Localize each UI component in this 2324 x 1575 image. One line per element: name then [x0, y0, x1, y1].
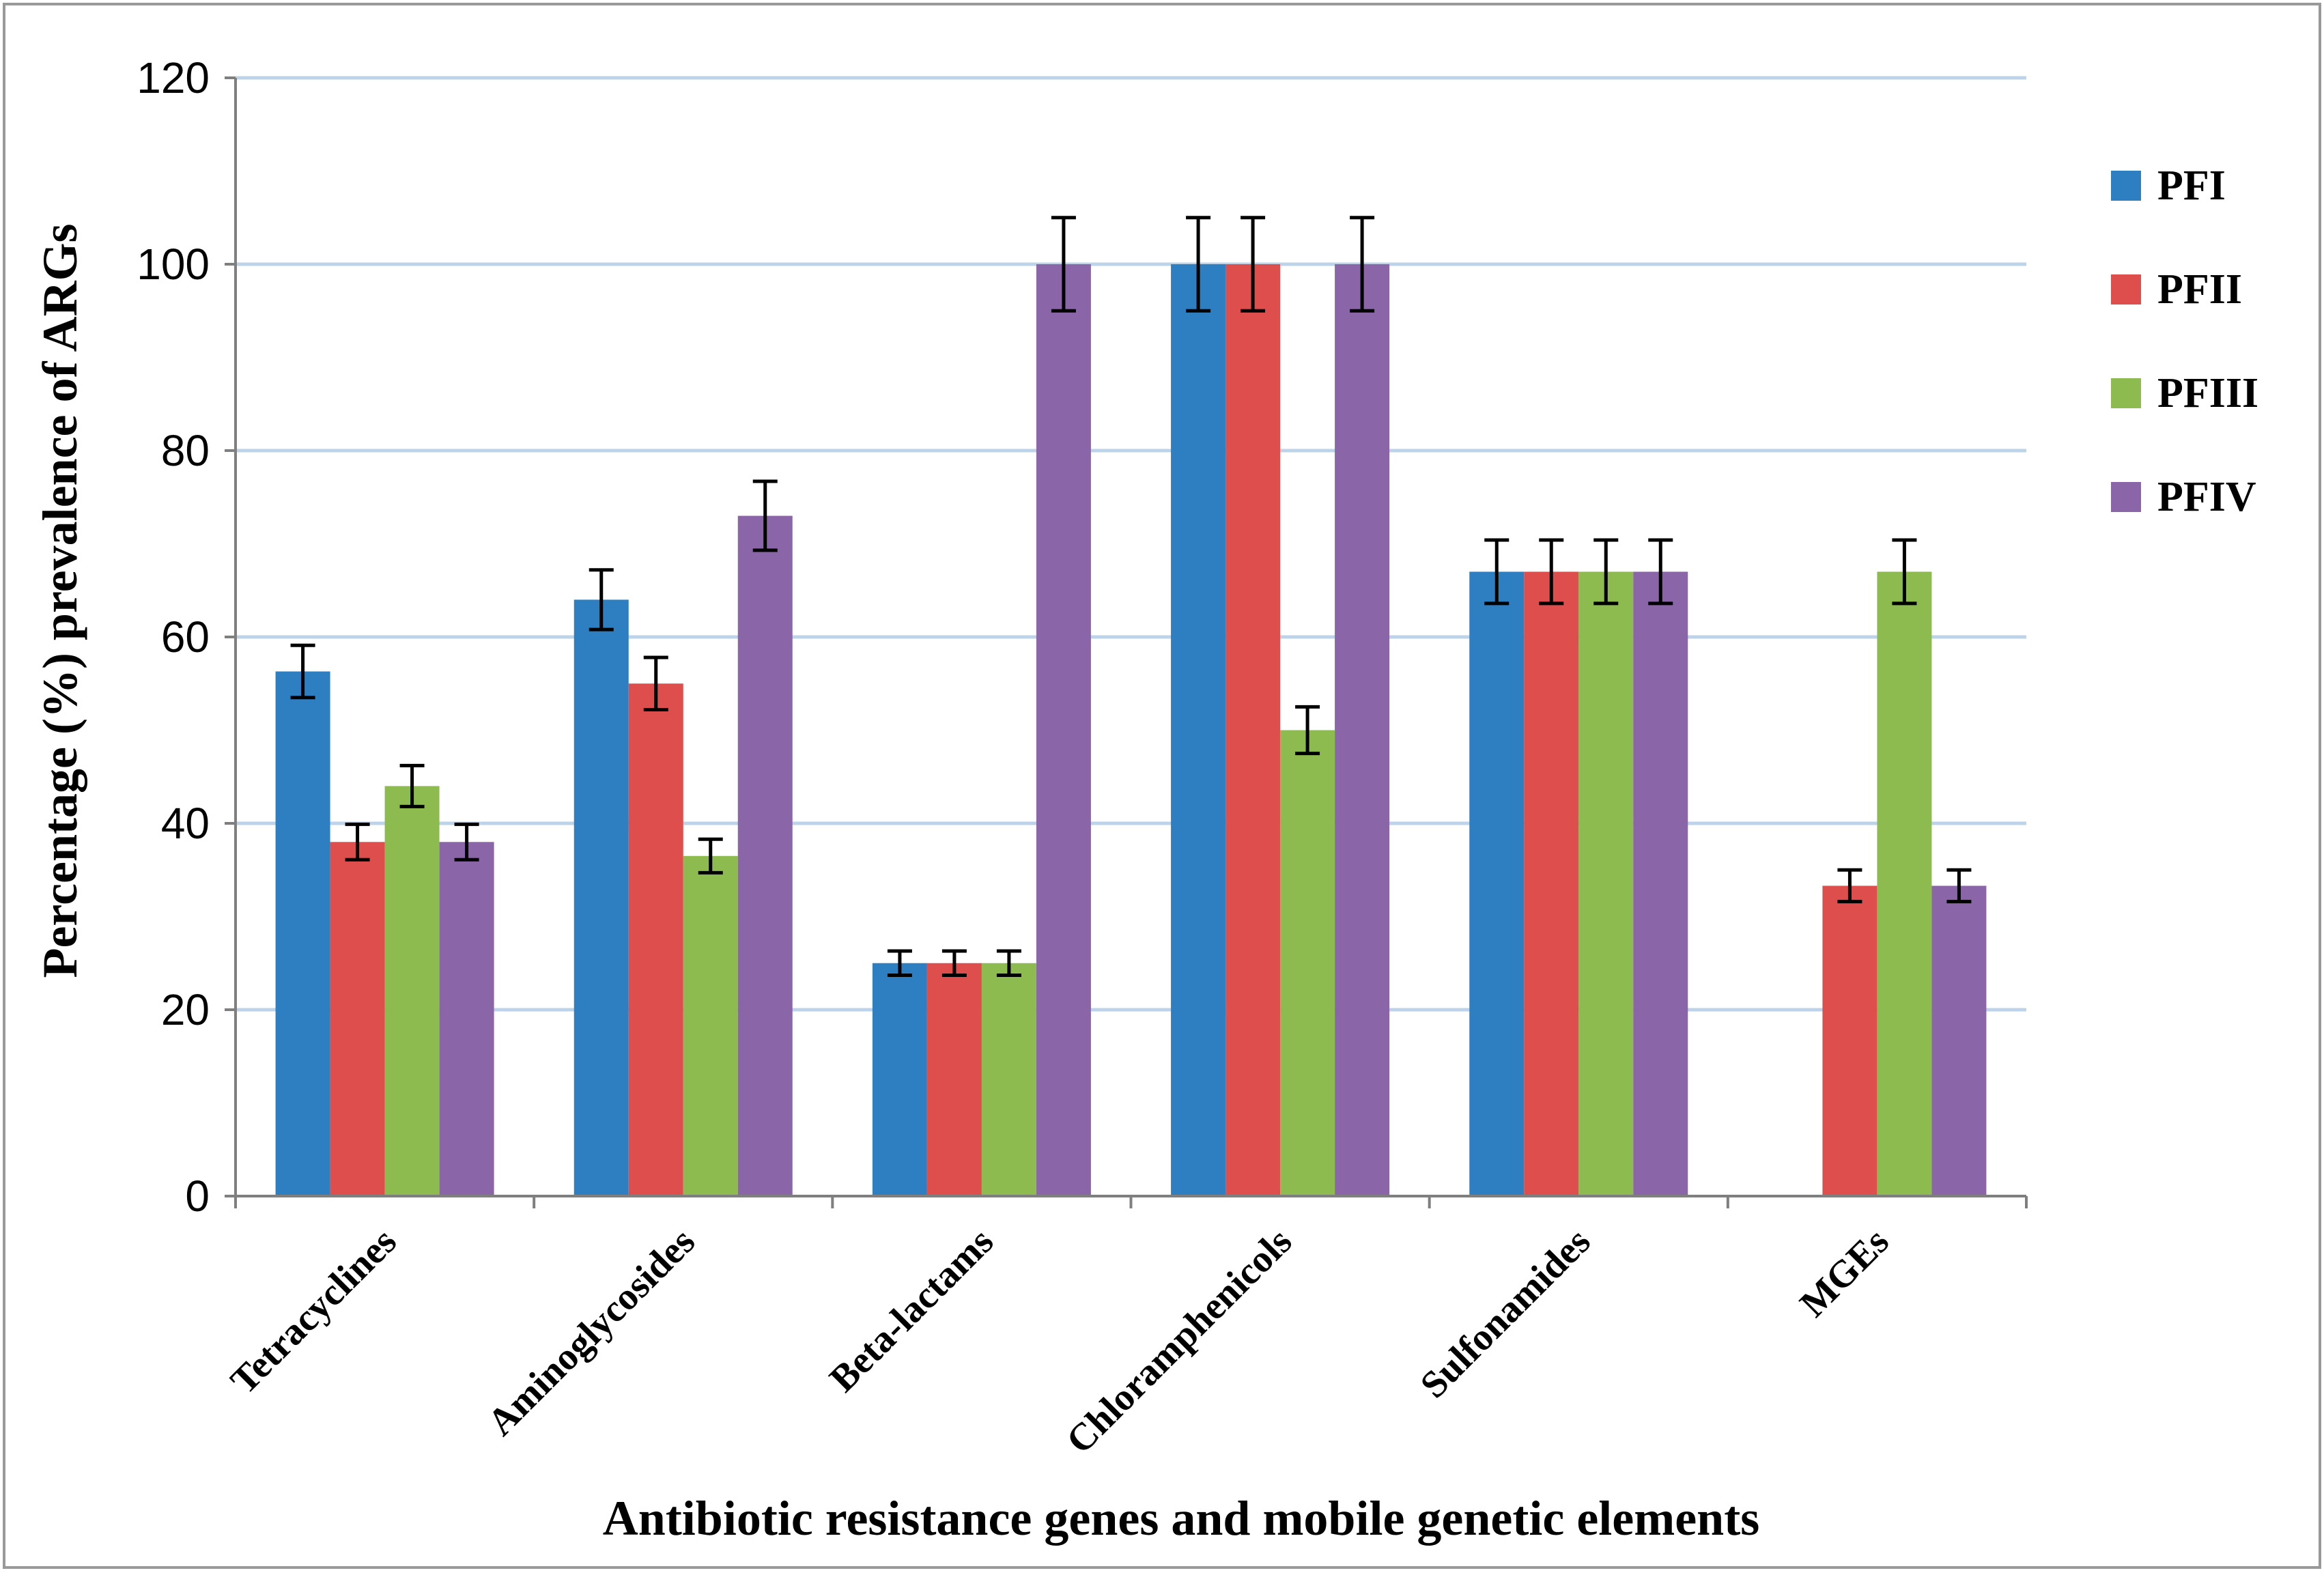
legend-swatch-pfiii [2111, 378, 2141, 408]
y-tick-label: 120 [137, 53, 210, 102]
bar-pfiv-aminoglycosides [737, 515, 793, 1196]
bar-pfiii-mges [1877, 571, 1932, 1196]
bar-pfiii-tetracyclines [384, 786, 440, 1196]
bars [275, 216, 1987, 1196]
bar-pfiii-chloramphenicols [1280, 730, 1335, 1196]
bar-pfiii-beta-lactams [981, 963, 1036, 1196]
bar-pfiii-sulfonamides [1578, 571, 1634, 1196]
bar-pfii-mges [1822, 885, 1877, 1196]
legend: PFI PFII PFIII PFIV [2111, 162, 2258, 520]
bar-pfi-chloramphenicols [1171, 264, 1226, 1196]
bar-pfii-aminoglycosides [628, 683, 683, 1196]
y-tick-label: 40 [161, 799, 210, 848]
axes [225, 76, 2028, 1208]
y-tick-label: 80 [161, 426, 210, 475]
legend-label-pfiii: PFIII [2157, 370, 2258, 416]
bar-pfii-chloramphenicols [1225, 264, 1281, 1196]
bar-pfi-tetracyclines [275, 671, 330, 1196]
y-axis-title: Percentage (%) prevalence of ARGs [33, 223, 87, 978]
legend-label-pfi: PFI [2157, 162, 2226, 209]
bar-pfiv-chloramphenicols [1335, 264, 1390, 1196]
y-tick-label: 20 [161, 985, 210, 1034]
bar-pfii-tetracyclines [330, 842, 385, 1196]
bar-pfiv-sulfonamides [1633, 571, 1688, 1196]
bar-pfii-sulfonamides [1524, 571, 1579, 1196]
y-tick-label: 100 [137, 240, 210, 289]
legend-label-pfiv: PFIV [2157, 474, 2256, 520]
y-tick-label: 60 [161, 612, 210, 662]
gridlines [236, 76, 2026, 1012]
bar-pfiv-mges [1931, 885, 1987, 1196]
legend-label-pfii: PFII [2157, 266, 2242, 313]
x-axis-title: Antibiotic resistance genes and mobile g… [603, 1491, 1759, 1546]
legend-swatch-pfi [2111, 171, 2141, 201]
bar-pfiii-aminoglycosides [683, 855, 738, 1196]
bar-pfii-beta-lactams [926, 963, 982, 1196]
tick-labels: 0 20 40 60 80 100 120 [137, 53, 210, 1221]
legend-swatch-pfii [2111, 274, 2141, 304]
bar-pfi-aminoglycosides [573, 599, 629, 1196]
legend-swatch-pfiv [2111, 482, 2141, 512]
bar-pfiv-beta-lactams [1036, 264, 1091, 1196]
bar-pfi-sulfonamides [1469, 571, 1525, 1196]
y-tick-label: 0 [185, 1172, 210, 1221]
bar-pfi-beta-lactams [872, 963, 927, 1196]
bar-pfiv-tetracyclines [439, 842, 494, 1196]
